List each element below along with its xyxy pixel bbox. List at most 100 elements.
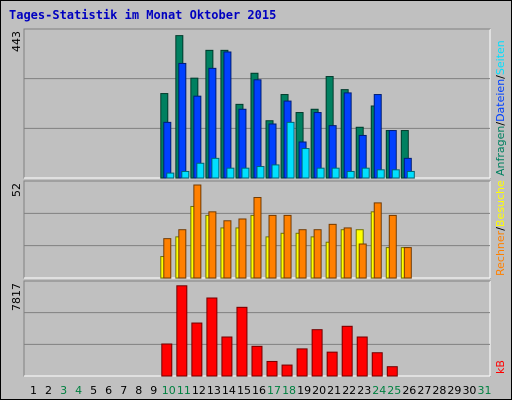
legend-separator: / bbox=[494, 75, 507, 79]
bar-seiten-day-22 bbox=[346, 170, 355, 179]
bar-dateien-day-10 bbox=[163, 121, 172, 179]
legend-besuche: Besuche bbox=[494, 180, 507, 227]
x-tick-day-21: 21 bbox=[327, 384, 341, 397]
x-tick-day-23: 23 bbox=[357, 384, 371, 397]
bar-seiten-day-17 bbox=[271, 164, 280, 179]
bar-rechner-day-26 bbox=[403, 247, 412, 279]
bar-rechner-day-24 bbox=[373, 202, 382, 279]
bar-seiten-day-15 bbox=[241, 167, 250, 179]
x-tick-day-29: 29 bbox=[447, 384, 461, 397]
bar-rechner-day-18 bbox=[283, 214, 292, 279]
bar-kb-day-22 bbox=[341, 325, 353, 377]
legend-separator: / bbox=[494, 122, 507, 126]
x-tick-day-22: 22 bbox=[342, 384, 356, 397]
legend-separator: / bbox=[494, 227, 507, 231]
bar-kb-day-17 bbox=[266, 360, 278, 377]
bar-kb-day-15 bbox=[236, 306, 248, 377]
bar-kb-day-13 bbox=[206, 297, 218, 377]
bar-kb-day-18 bbox=[281, 364, 293, 377]
bar-rechner-day-25 bbox=[388, 214, 397, 279]
x-tick-day-12: 12 bbox=[192, 384, 206, 397]
bar-kb-day-19 bbox=[296, 348, 308, 377]
bar-dateien-day-24 bbox=[373, 94, 382, 179]
bar-seiten-day-24 bbox=[376, 169, 385, 179]
legend-kb: kB bbox=[494, 360, 507, 374]
bar-kb-day-20 bbox=[311, 329, 323, 377]
bar-seiten-day-23 bbox=[361, 167, 370, 179]
legend-seiten: Seiten bbox=[494, 40, 507, 75]
legend-rechner: Rechner bbox=[494, 230, 507, 276]
bar-kb-day-14 bbox=[221, 336, 233, 377]
x-tick-day-17: 17 bbox=[267, 384, 281, 397]
bar-dateien-day-16 bbox=[253, 79, 262, 179]
bar-rechner-day-17 bbox=[268, 214, 277, 279]
bar-seiten-day-20 bbox=[316, 167, 325, 179]
bar-kb-day-12 bbox=[191, 322, 203, 377]
legend-dateien: Dateien bbox=[494, 79, 507, 122]
bar-seiten-day-12 bbox=[196, 162, 205, 179]
bar-seiten-day-18 bbox=[286, 121, 295, 179]
x-tick-day-1: 1 bbox=[30, 384, 37, 397]
x-tick-day-14: 14 bbox=[222, 384, 236, 397]
bar-rechner-day-16 bbox=[253, 197, 262, 279]
x-tick-day-9: 9 bbox=[150, 384, 157, 397]
bar-seiten-day-25 bbox=[391, 169, 400, 179]
bar-seiten-day-16 bbox=[256, 166, 265, 179]
bar-seiten-day-11 bbox=[181, 170, 190, 179]
bar-rechner-day-12 bbox=[193, 184, 202, 279]
x-tick-day-7: 7 bbox=[120, 384, 127, 397]
x-tick-day-10: 10 bbox=[162, 384, 176, 397]
x-tick-day-27: 27 bbox=[417, 384, 431, 397]
bar-rechner-day-10 bbox=[163, 238, 172, 279]
x-tick-day-8: 8 bbox=[135, 384, 142, 397]
x-tick-day-16: 16 bbox=[252, 384, 266, 397]
x-tick-day-15: 15 bbox=[237, 384, 251, 397]
bar-rechner-day-22 bbox=[343, 227, 352, 279]
x-tick-day-2: 2 bbox=[45, 384, 52, 397]
bar-seiten-day-13 bbox=[211, 157, 220, 179]
bar-kb-day-16 bbox=[251, 345, 263, 377]
bar-seiten-day-21 bbox=[331, 167, 340, 179]
right-legend-visits: Rechner/Besuche bbox=[494, 180, 507, 276]
bar-rechner-day-20 bbox=[313, 229, 322, 279]
y-max-label-visits: 52 bbox=[10, 183, 23, 197]
bar-kb-day-23 bbox=[356, 336, 368, 377]
legend-anfragen: Anfragen bbox=[494, 126, 507, 176]
x-tick-day-3: 3 bbox=[60, 384, 67, 397]
bar-seiten-day-26 bbox=[406, 170, 415, 179]
x-tick-day-13: 13 bbox=[207, 384, 221, 397]
bar-kb-day-21 bbox=[326, 351, 338, 377]
bar-dateien-day-22 bbox=[343, 92, 352, 179]
x-tick-day-6: 6 bbox=[105, 384, 112, 397]
x-tick-day-28: 28 bbox=[432, 384, 446, 397]
x-tick-day-18: 18 bbox=[282, 384, 296, 397]
bar-kb-day-11 bbox=[176, 285, 188, 377]
bar-kb-day-25 bbox=[386, 366, 398, 377]
bar-seiten-day-10 bbox=[166, 172, 175, 179]
bar-rechner-day-21 bbox=[328, 223, 337, 279]
x-tick-day-25: 25 bbox=[387, 384, 401, 397]
bar-rechner-day-11 bbox=[178, 229, 187, 279]
bar-kb-day-10 bbox=[161, 343, 173, 377]
x-tick-day-5: 5 bbox=[90, 384, 97, 397]
bar-rechner-day-14 bbox=[223, 220, 232, 279]
bar-kb-day-24 bbox=[371, 352, 383, 377]
x-tick-day-11: 11 bbox=[177, 384, 191, 397]
y-max-label-kb: 7817 bbox=[10, 283, 23, 311]
bar-rechner-day-19 bbox=[298, 229, 307, 279]
bar-seiten-day-14 bbox=[226, 167, 235, 179]
x-tick-day-20: 20 bbox=[312, 384, 326, 397]
chart-title: Tages-Statistik im Monat Oktober 2015 bbox=[9, 8, 277, 22]
y-max-label-hits: 443 bbox=[10, 31, 23, 52]
x-tick-day-31: 31 bbox=[477, 384, 491, 397]
x-tick-day-24: 24 bbox=[372, 384, 386, 397]
x-tick-day-26: 26 bbox=[402, 384, 416, 397]
right-legend-hits: Anfragen/Dateien/Seiten bbox=[494, 40, 507, 176]
bar-dateien-day-11 bbox=[178, 62, 187, 179]
bar-dateien-day-14 bbox=[223, 51, 232, 179]
x-tick-day-4: 4 bbox=[75, 384, 82, 397]
x-tick-day-30: 30 bbox=[462, 384, 476, 397]
bar-rechner-day-23 bbox=[358, 243, 367, 279]
